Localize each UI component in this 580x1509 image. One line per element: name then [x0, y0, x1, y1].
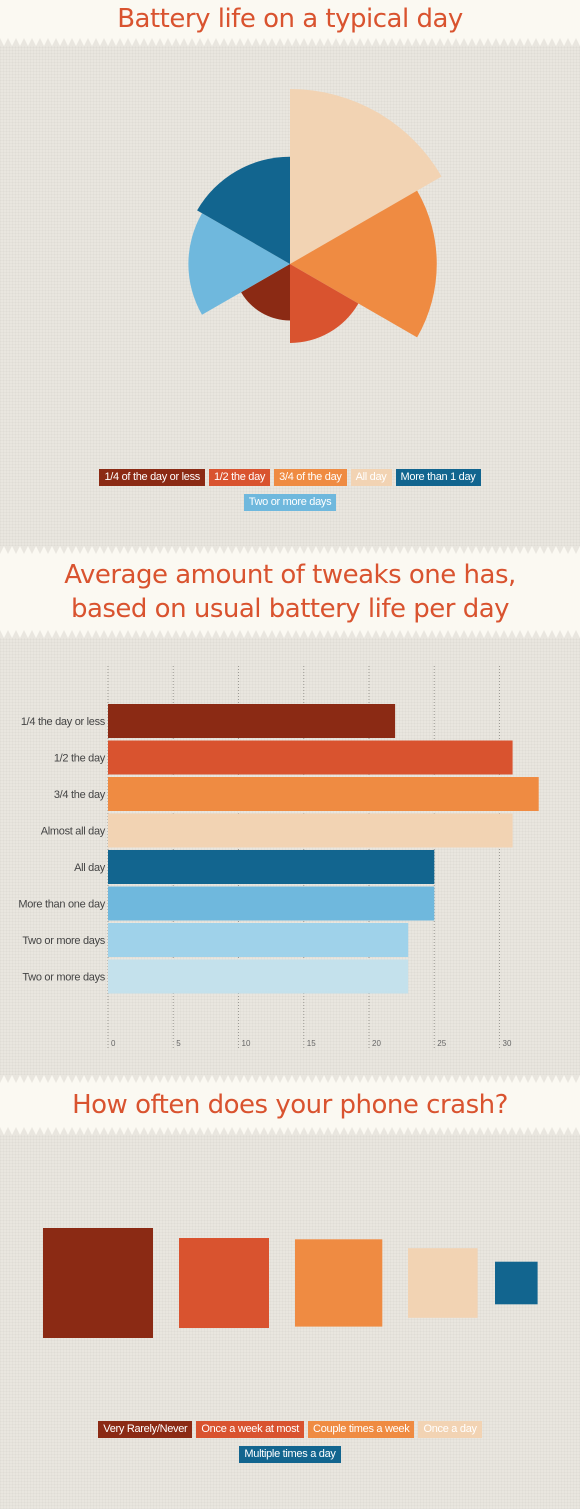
pie-wedge: [290, 88, 442, 264]
crash-square: [43, 1228, 153, 1338]
pie-wedge: [290, 264, 359, 343]
zigzag-divider: [0, 1075, 580, 1083]
legend-item: 3/4 of the day: [274, 469, 347, 486]
bar: [108, 959, 409, 994]
square-area-chart: [43, 1228, 538, 1338]
x-tick-label: 30: [503, 1039, 512, 1048]
crash-square: [408, 1248, 478, 1318]
category-label: 1/4 the day or less: [21, 716, 106, 728]
horizontal-bar-chart: 0 5 10 15 20 25 30 1/4 the day or less 1/2 the d…: [18, 666, 539, 1048]
chart-title-crash: How often does your phone crash?: [72, 1090, 508, 1120]
legend-item: Two or more days: [243, 494, 337, 511]
category-label: Two or more days: [22, 972, 105, 984]
category-label: 3/4 the day: [54, 789, 106, 801]
bar: [108, 923, 409, 957]
panel-tweaks: 0 5 10 15 20 25 30 1/4 the day or less 1/2 the d…: [0, 638, 580, 1075]
x-tick-label: 10: [242, 1039, 251, 1048]
bar: [108, 886, 435, 921]
crash-square: [179, 1238, 269, 1328]
category-label: All day: [74, 862, 106, 874]
bar: [108, 704, 396, 738]
bar: [108, 850, 435, 884]
legend-item: More than 1 day: [395, 469, 481, 486]
panel-crash: Very Rarely/Never Once a week at most Coup…: [0, 1135, 580, 1509]
zigzag-divider: [0, 630, 580, 638]
zigzag-divider: [0, 1127, 580, 1135]
zigzag-divider: [0, 38, 580, 46]
pie-wedge: [290, 190, 437, 338]
bar: [108, 813, 513, 848]
chart-title-tweaks: Average amount of tweaks one has, based …: [64, 560, 516, 624]
pie-wedge: [197, 156, 290, 264]
panel-battery-life: 1/4 of the day or less 1/2 the day 3/4 of …: [0, 46, 580, 546]
pie-wedge: [188, 213, 290, 315]
legend-item: Multiple times a day: [239, 1446, 341, 1463]
category-label: 1/2 the day: [54, 753, 106, 765]
legend-item: All day: [350, 469, 392, 486]
legend-item: 1/2 the day: [208, 469, 271, 486]
legend-item: Very Rarely/Never: [98, 1421, 193, 1438]
x-tick-label: 0: [111, 1039, 116, 1048]
bar: [108, 740, 513, 775]
legend-item: Couple times a week: [308, 1421, 415, 1438]
x-tick-label: 5: [176, 1039, 181, 1048]
legend-item: Once a day: [418, 1421, 482, 1438]
pie-wedge: [241, 264, 290, 321]
zigzag-divider: [0, 546, 580, 554]
section-header-crash: How often does your phone crash?: [0, 1083, 580, 1127]
legend-item: Once a week at most: [196, 1421, 305, 1438]
legend-item: 1/4 of the day or less: [99, 469, 205, 486]
x-tick-label: 25: [437, 1039, 446, 1048]
x-tick-label: 20: [372, 1039, 381, 1048]
legend-battery-life: 1/4 of the day or less 1/2 the day 3/4 of …: [0, 469, 580, 511]
polar-area-chart: [188, 88, 442, 343]
crash-square: [495, 1261, 538, 1305]
section-header-battery-life: Battery life on a typical day: [0, 0, 580, 38]
section-header-tweaks: Average amount of tweaks one has, based …: [0, 554, 580, 630]
bar: [108, 777, 539, 811]
chart-title-battery-life: Battery life on a typical day: [117, 4, 463, 34]
category-label: Two or more days: [22, 935, 105, 947]
x-tick-label: 15: [307, 1039, 316, 1048]
crash-square: [295, 1239, 383, 1327]
legend-crash: Very Rarely/Never Once a week at most Coup…: [0, 1421, 580, 1463]
category-label: Almost all day: [41, 826, 106, 838]
category-label: More than one day: [18, 899, 105, 911]
